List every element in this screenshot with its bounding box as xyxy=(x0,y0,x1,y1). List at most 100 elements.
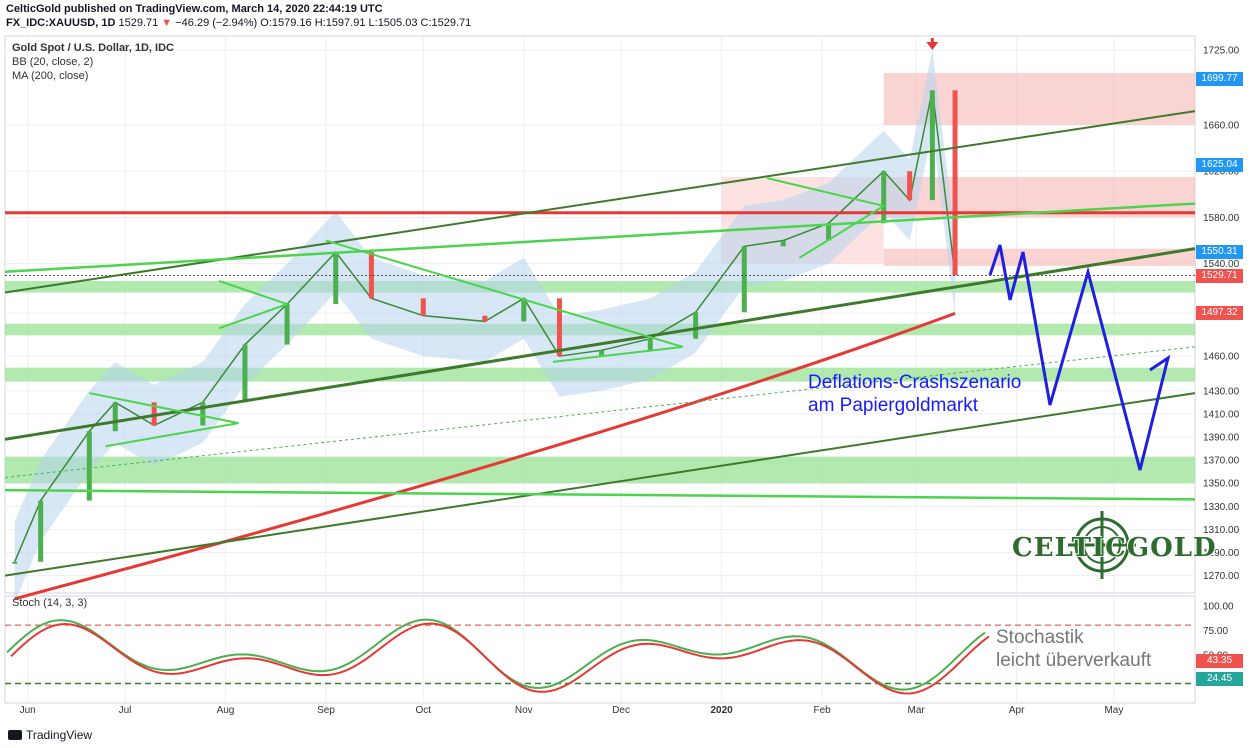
indicator-bb[interactable]: BB (20, close, 2) xyxy=(12,56,94,68)
candle xyxy=(599,350,605,357)
y-tick-label: 1330.00 xyxy=(1203,502,1240,513)
candle xyxy=(780,240,786,247)
price-series xyxy=(14,90,956,563)
y-tick-label: 1725.00 xyxy=(1203,45,1240,56)
price-tag: 1625.04 xyxy=(1196,158,1243,173)
candle xyxy=(929,90,935,201)
publisher-line: CelticGold published on TradingView.com,… xyxy=(6,3,383,15)
candle xyxy=(521,298,527,322)
y-tick-label: 1390.00 xyxy=(1203,432,1240,443)
candle xyxy=(693,312,699,339)
y-tick-label: 1410.00 xyxy=(1203,409,1240,420)
down-triangle-icon: ▼ xyxy=(161,17,173,29)
candle xyxy=(333,252,339,305)
support-zone xyxy=(5,280,1195,293)
price-tag: 1550.31 xyxy=(1196,244,1243,259)
symbol: FX_IDC:XAUUSD, 1D xyxy=(6,17,116,29)
triangle-pattern xyxy=(325,239,683,363)
candle xyxy=(420,298,426,316)
x-tick-label: Apr xyxy=(1009,705,1025,716)
last-price: 1529.71 xyxy=(118,17,159,29)
stoch-annotation-line-2: leicht überverkauft xyxy=(996,650,1152,671)
stoch-tag: 24.45 xyxy=(1196,672,1243,687)
tradingview-logo-icon xyxy=(8,730,22,740)
symbol-line: FX_IDC:XAUUSD, 1D 1529.71 ▼ −46.29 (−2.9… xyxy=(6,17,471,29)
arrow-down-icon xyxy=(926,42,939,50)
candle xyxy=(86,431,92,501)
candle xyxy=(284,304,290,345)
candle xyxy=(881,171,887,224)
triangle-pattern xyxy=(218,280,291,330)
stoch-d-line xyxy=(10,622,990,695)
x-tick-label: Jun xyxy=(20,705,36,716)
x-tick-label: Sep xyxy=(317,705,335,716)
logo-text: CELTICGOLD xyxy=(1012,533,1217,563)
chart-title: Gold Spot / U.S. Dollar, 1D, IDC xyxy=(12,42,174,54)
indicator-ma[interactable]: MA (200, close) xyxy=(12,70,89,82)
candle xyxy=(242,344,248,403)
candle xyxy=(826,223,832,241)
x-tick-label: Nov xyxy=(515,705,533,716)
candle xyxy=(12,561,18,564)
candle xyxy=(38,500,44,562)
trend-line xyxy=(4,202,1196,273)
y-tick-label: 1430.00 xyxy=(1203,386,1240,397)
y-tick-label: 1540.00 xyxy=(1203,259,1240,270)
candle xyxy=(952,90,958,276)
scenario-path xyxy=(988,244,1171,471)
candle xyxy=(907,171,913,201)
stoch-tag: 43.35 xyxy=(1196,653,1243,668)
scenario-annotation: Deflations-Crashszenario am Papiergoldma… xyxy=(808,371,1021,417)
candle xyxy=(112,402,118,432)
stoch-annotation-line-1: Stochastik xyxy=(996,627,1084,648)
publisher-text: CelticGold published on TradingView.com,… xyxy=(6,3,383,15)
y-tick-label: 1270.00 xyxy=(1203,571,1240,582)
candle xyxy=(151,402,157,426)
y-tick-label: 1460.00 xyxy=(1203,352,1240,363)
trend-line xyxy=(4,488,1196,501)
y-tick-label: 1310.00 xyxy=(1203,525,1240,536)
trend-line xyxy=(4,110,1196,294)
stoch-label[interactable]: Stoch (14, 3, 3) xyxy=(12,597,88,609)
x-tick-label: Dec xyxy=(612,705,630,716)
ma200-line xyxy=(14,311,956,601)
y-tick-label: 1290.00 xyxy=(1203,548,1240,559)
y-tick-label: 1350.00 xyxy=(1203,479,1240,490)
x-tick-label: Feb xyxy=(813,705,831,716)
stoch-pane xyxy=(4,595,1196,704)
candle xyxy=(556,298,562,357)
price-tag: 1497.32 xyxy=(1196,305,1243,320)
scenario-line-1: Deflations-Crashszenario xyxy=(808,372,1022,393)
tradingview-footer[interactable]: TradingView xyxy=(8,728,92,742)
candle xyxy=(647,338,653,351)
x-tick-label: Aug xyxy=(217,705,235,716)
x-tick-label: Mar xyxy=(908,705,926,716)
candle xyxy=(368,252,374,299)
price-tag: 1699.77 xyxy=(1196,72,1243,87)
stoch-tick-label: 100.00 xyxy=(1203,602,1234,613)
bollinger-band xyxy=(14,49,956,603)
candle xyxy=(200,402,206,426)
x-tick-label: Oct xyxy=(416,705,432,716)
scenario-line-2: am Papiergoldmarkt xyxy=(808,395,979,416)
triangle-pattern xyxy=(766,177,887,259)
resistance-zone xyxy=(883,176,1195,218)
footer-text: TradingView xyxy=(26,728,93,742)
y-tick-label: 1370.00 xyxy=(1203,456,1240,467)
price-tag: 1529.71 xyxy=(1196,268,1243,283)
x-tick-label: 2020 xyxy=(710,705,733,716)
ohlc: O:1579.16 H:1597.91 L:1505.03 C:1529.71 xyxy=(260,17,472,29)
stoch-annotation: Stochastik leicht überverkauft xyxy=(996,626,1151,672)
support-zone xyxy=(5,456,1195,484)
y-tick-label: 1580.00 xyxy=(1203,213,1240,224)
candle xyxy=(741,246,747,313)
dashed-trend-line xyxy=(4,346,1196,478)
trend-line xyxy=(4,247,1196,441)
x-tick-label: May xyxy=(1104,705,1123,716)
triangle-pattern xyxy=(89,392,239,448)
celticgold-logo: CELTICGOLD xyxy=(1012,505,1217,585)
x-tick-label: Jul xyxy=(119,705,132,716)
stoch-tick-label: 75.00 xyxy=(1203,626,1228,637)
trend-line xyxy=(4,392,1196,577)
